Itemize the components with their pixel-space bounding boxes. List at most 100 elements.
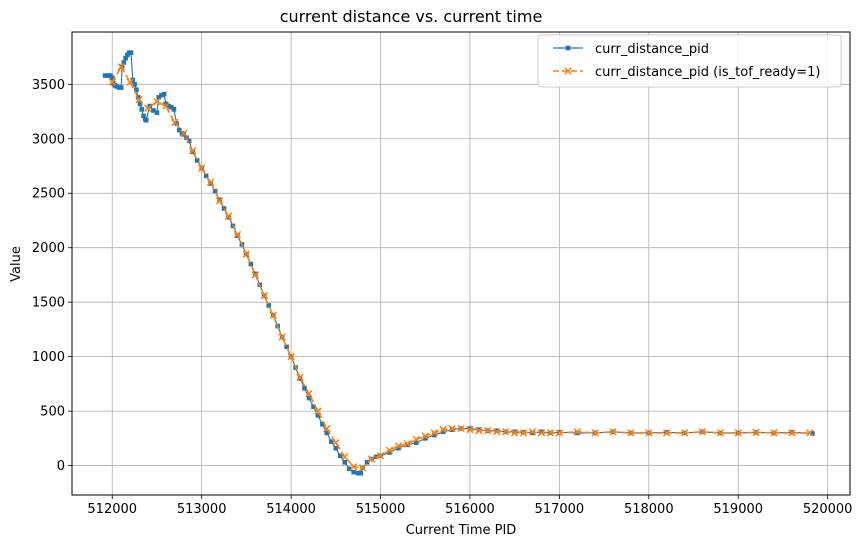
data-point: [311, 404, 316, 410]
data-point: [153, 97, 161, 106]
data-point: [539, 429, 544, 435]
data-point: [323, 424, 331, 433]
x-tick-label: 517000: [535, 502, 585, 517]
data-point: [512, 429, 517, 435]
y-tick-label: 3500: [32, 78, 65, 93]
data-point: [645, 429, 653, 437]
y-tick-label: 1500: [32, 296, 65, 311]
legend-box: [537, 34, 842, 88]
data-point: [431, 432, 437, 438]
data-point: [609, 428, 617, 436]
data-point: [475, 426, 483, 435]
data-point: [224, 212, 233, 220]
data-point: [177, 127, 182, 133]
data-point: [351, 469, 356, 475]
series-curr-distance-pid-tof-ready: [108, 63, 814, 472]
data-point: [355, 470, 361, 476]
data-point: [188, 147, 197, 155]
data-point: [332, 438, 340, 447]
y-tick-label: 3000: [32, 132, 65, 147]
data-point: [284, 344, 289, 350]
data-point: [269, 311, 277, 319]
data-point: [376, 452, 385, 460]
data-point: [315, 413, 321, 418]
data-point: [573, 428, 581, 436]
data-point: [627, 429, 635, 437]
data-point: [168, 104, 174, 110]
data-point: [680, 429, 689, 437]
data-point: [413, 440, 419, 446]
y-tick-label: 1000: [32, 350, 65, 365]
data-point: [546, 429, 555, 437]
legend-label-curr-distance-pid: curr_distance_pid: [595, 42, 709, 57]
axis-ticks: 512000 513000 514000 515000 516000 517000 5180…: [32, 78, 853, 517]
data-point: [385, 446, 394, 455]
data-point: [171, 107, 177, 112]
grid-lines: [72, 32, 850, 495]
data-point: [212, 188, 218, 194]
data-point: [358, 470, 364, 476]
data-point: [555, 429, 564, 437]
y-tick-label: 2500: [32, 187, 65, 202]
data-point: [180, 129, 188, 138]
data-point: [139, 107, 145, 112]
data-point: [118, 85, 124, 90]
data-point: [156, 95, 162, 100]
legend-swatch-curr-distance-pid-tof-ready: [553, 67, 583, 75]
data-point: [305, 389, 313, 398]
data-point: [171, 118, 179, 127]
data-point: [159, 92, 164, 98]
data-point: [466, 425, 474, 434]
data-point: [242, 250, 251, 258]
x-tick-label: 519000: [713, 502, 763, 517]
data-point: [349, 462, 358, 471]
data-point: [114, 84, 120, 89]
data-point: [430, 429, 438, 437]
data-point: [493, 428, 501, 436]
data-point: [306, 395, 312, 401]
data-point: [137, 101, 143, 107]
data-point: [161, 91, 167, 97]
data-point: [197, 164, 206, 172]
data-point: [367, 455, 376, 463]
data-point: [248, 261, 254, 267]
data-point: [287, 352, 295, 361]
x-tick-label: 512000: [87, 502, 137, 517]
data-point: [440, 429, 446, 435]
y-tick-label: 2000: [32, 241, 65, 256]
data-point: [166, 103, 171, 109]
data-point: [134, 87, 139, 93]
data-point: [329, 439, 334, 444]
data-point: [501, 428, 510, 436]
data-point: [206, 178, 215, 187]
data-point: [266, 303, 272, 308]
x-tick-label: 516000: [445, 502, 495, 517]
data-point: [215, 197, 224, 205]
data-point: [324, 430, 330, 436]
data-point: [591, 429, 599, 437]
data-point: [494, 428, 500, 434]
data-point: [105, 73, 111, 78]
chart-legend: curr_distance_pid curr_distance_pid (is_…: [537, 34, 842, 88]
data-point: [810, 431, 815, 436]
data-point: [448, 424, 456, 433]
data-point: [528, 428, 537, 436]
data-point: [203, 173, 209, 179]
y-axis-label: Value: [9, 246, 24, 282]
data-point: [135, 95, 143, 104]
data-point: [457, 424, 465, 433]
data-point: [716, 429, 725, 437]
data-point: [123, 55, 128, 61]
data-point: [102, 73, 108, 78]
data-point: [260, 291, 268, 300]
data-point: [484, 426, 492, 435]
series-layer: [102, 50, 815, 476]
data-point: [154, 110, 160, 115]
data-point: [530, 430, 535, 436]
data-point: [128, 50, 134, 55]
data-point: [186, 138, 192, 144]
data-point: [144, 104, 152, 112]
